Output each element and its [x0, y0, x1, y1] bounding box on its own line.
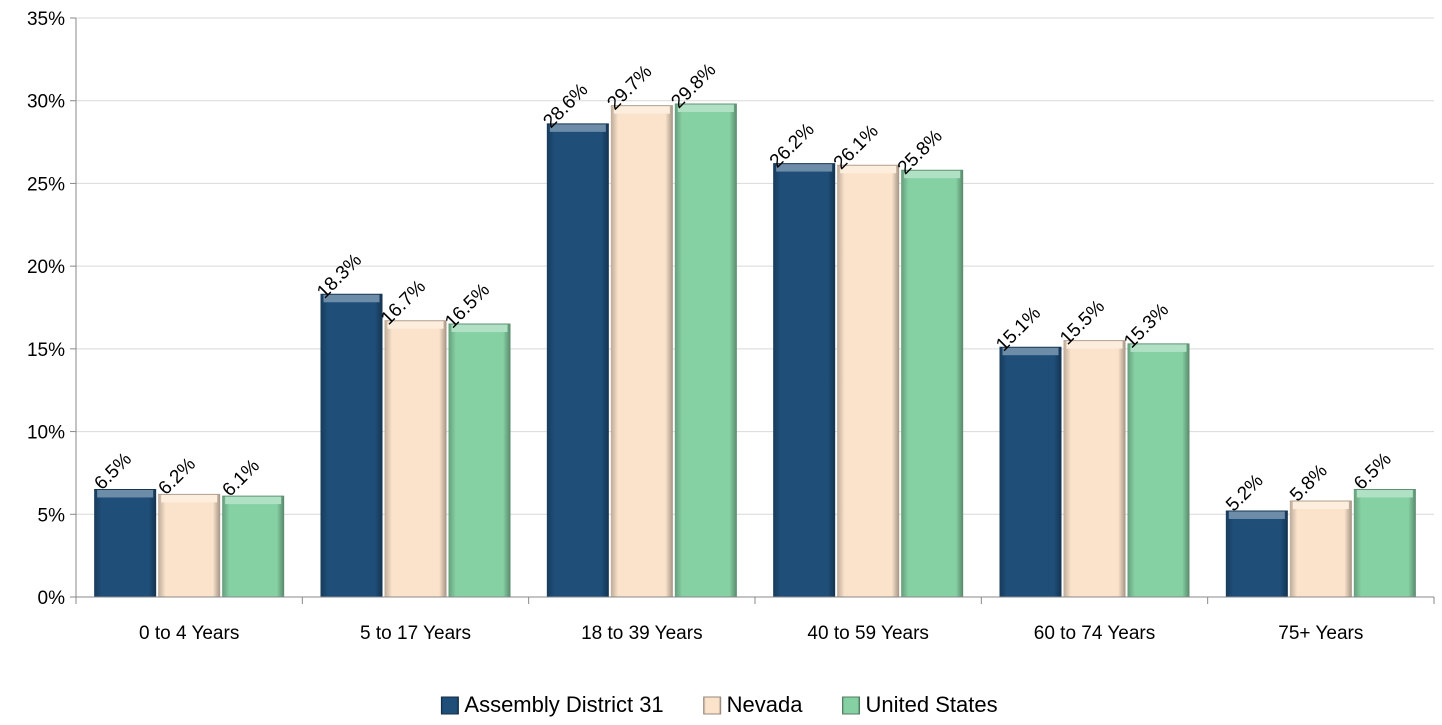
- bar-body: [837, 165, 900, 597]
- legend-label: United States: [866, 692, 998, 717]
- data-label: 6.5%: [91, 449, 137, 495]
- bar-body: [94, 489, 157, 597]
- bar: [999, 346, 1062, 597]
- x-axis-ticks: 0 to 4 Years 5 to 17 Years 18 to 39 Years 4…: [139, 623, 1363, 644]
- bar-body: [158, 494, 221, 597]
- x-tick-label: 60 to 74 Years: [1034, 623, 1156, 644]
- bar-bevel: [613, 105, 670, 114]
- axes: [75, 18, 1435, 604]
- data-label: 6.1%: [219, 455, 265, 501]
- legend-swatch: [842, 696, 861, 715]
- bar-bevel: [904, 170, 961, 179]
- x-tick-label: 18 to 39 Years: [581, 623, 703, 644]
- bar-bevel: [549, 123, 606, 132]
- bars: [94, 103, 1416, 598]
- data-labels: 6.5% 6.2% 6.1%18.3% 16.7% 16.5%28.6% 29.7% 29.…: [91, 60, 1396, 516]
- bar-bevel: [387, 320, 444, 329]
- y-tick-label: 15%: [27, 340, 65, 361]
- gridlines: [76, 17, 1434, 515]
- legend-label: Assembly District 31: [464, 692, 663, 717]
- bar: [384, 320, 447, 597]
- legend-item: United States: [842, 692, 998, 717]
- bar-body: [546, 123, 609, 598]
- bar: [837, 164, 900, 597]
- y-tick-label: 30%: [27, 92, 65, 113]
- data-label: 6.2%: [155, 454, 201, 500]
- bar: [448, 323, 511, 597]
- legend-swatch: [440, 696, 459, 715]
- x-tick-label: 0 to 4 Years: [139, 623, 239, 644]
- bar-body: [1127, 343, 1190, 597]
- bar: [901, 169, 964, 598]
- bar: [320, 293, 383, 597]
- bar: [158, 493, 221, 597]
- legend-swatch: [703, 696, 722, 715]
- bar-body: [1353, 489, 1416, 597]
- bar-bevel: [225, 496, 282, 505]
- bar: [94, 488, 157, 597]
- bar-body: [1225, 510, 1288, 597]
- y-tick-label: 35%: [27, 9, 65, 30]
- bar-body: [773, 163, 836, 597]
- legend-item: Nevada: [703, 692, 804, 717]
- bar: [1353, 488, 1416, 597]
- y-axis-ticks: 0% 5% 10% 15% 20% 25% 30% 35%: [27, 9, 76, 609]
- bar: [546, 123, 609, 598]
- bar-bevel: [451, 324, 508, 333]
- bar-body: [901, 170, 964, 598]
- bar-bevel: [323, 294, 380, 303]
- y-tick-label: 25%: [27, 174, 65, 195]
- bar-bevel: [1228, 510, 1285, 519]
- bar-bevel: [1130, 343, 1187, 352]
- bar-body: [1063, 340, 1126, 597]
- bar-bevel: [97, 489, 154, 498]
- bar-bevel: [1002, 347, 1059, 356]
- bar-bevel: [840, 165, 897, 174]
- bar-body: [320, 294, 383, 597]
- bar: [1225, 510, 1288, 597]
- bar-bevel: [1356, 489, 1413, 498]
- y-tick-label: 10%: [27, 423, 65, 444]
- bar-body: [674, 104, 737, 597]
- y-tick-label: 5%: [38, 505, 66, 526]
- legend-label: Nevada: [727, 692, 804, 717]
- bar-body: [222, 496, 285, 597]
- bar-bevel: [161, 494, 218, 503]
- x-tick-label: 75+ Years: [1278, 623, 1363, 644]
- data-label: 5.2%: [1222, 470, 1268, 516]
- bar: [773, 163, 836, 597]
- data-label: 5.8%: [1286, 460, 1332, 506]
- legend: Assembly District 31 Nevada United States: [440, 692, 998, 717]
- bar-body: [610, 105, 673, 598]
- bar: [610, 105, 673, 598]
- bar-bevel: [1066, 340, 1123, 349]
- legend-item: Assembly District 31: [440, 692, 664, 717]
- bar-bevel: [677, 104, 734, 113]
- bar: [1063, 340, 1126, 597]
- x-tick-label: 5 to 17 Years: [360, 623, 471, 644]
- bar: [1289, 500, 1352, 597]
- bar-body: [384, 320, 447, 597]
- bar-bevel: [1292, 501, 1349, 510]
- data-label: 6.5%: [1350, 449, 1396, 495]
- y-tick-label: 20%: [27, 257, 65, 278]
- x-tick-label: 40 to 59 Years: [807, 623, 929, 644]
- bar-body: [999, 347, 1062, 597]
- bar: [1127, 343, 1190, 597]
- bar: [222, 495, 285, 597]
- y-tick-label: 0%: [38, 588, 66, 609]
- bar-body: [1289, 501, 1352, 597]
- bar: [674, 103, 737, 597]
- bar-bevel: [776, 163, 833, 172]
- bar-body: [448, 324, 511, 597]
